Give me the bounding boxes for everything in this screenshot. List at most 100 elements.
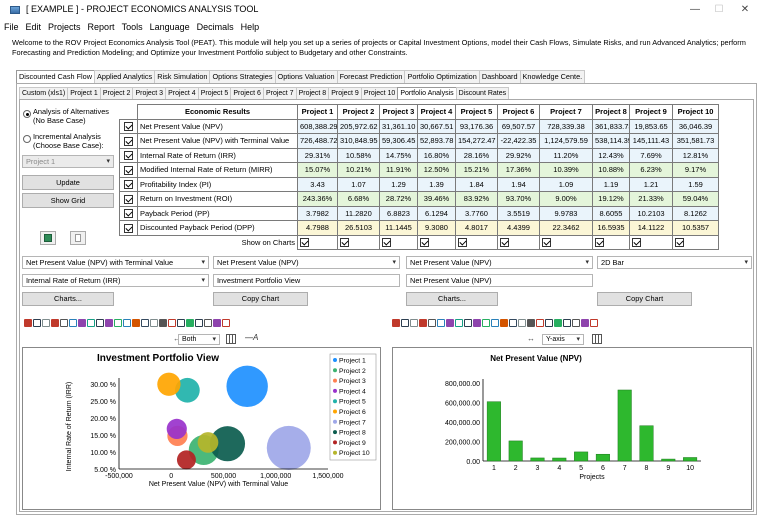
show-project-2-checkbox[interactable] — [337, 234, 380, 250]
copy-icon[interactable] — [70, 231, 86, 245]
toolbar-tool-icon[interactable] — [572, 318, 580, 327]
tab-applied-analytics[interactable]: Applied Analytics — [94, 70, 156, 83]
menu-decimals[interactable]: Decimals — [196, 22, 234, 32]
show-project-5-checkbox[interactable] — [455, 234, 498, 250]
tab-project-2[interactable]: Project 2 — [99, 87, 134, 99]
tab-project-1[interactable]: Project 1 — [67, 87, 101, 99]
toolbar-tool-icon[interactable] — [222, 318, 230, 327]
checkbox[interactable] — [124, 122, 133, 131]
bubble-project-10[interactable] — [197, 432, 219, 453]
bar-project-5[interactable] — [574, 451, 589, 462]
base-case-select[interactable]: Project 1 ▾ — [22, 155, 114, 168]
tab-discount-rates[interactable]: Discount Rates — [455, 87, 510, 99]
font-style-icon[interactable]: —A — [245, 333, 259, 342]
bubble-project-4[interactable] — [166, 418, 187, 439]
toolbar-tool-icon[interactable] — [527, 318, 535, 327]
bar-project-4[interactable] — [552, 457, 567, 462]
bar-project-10[interactable] — [683, 457, 698, 462]
toolbar-tool-icon[interactable] — [500, 318, 508, 327]
radio-alternatives[interactable] — [23, 110, 31, 118]
bubble-project-7[interactable] — [266, 425, 311, 470]
toolbar-tool-icon[interactable] — [473, 318, 481, 327]
tab-portfolio-analysis[interactable]: Portfolio Analysis — [397, 87, 457, 99]
toolbar-tool-icon[interactable] — [204, 318, 212, 327]
right-chart-title-input[interactable]: Net Present Value (NPV) — [406, 274, 593, 287]
axis-toggle-icon[interactable]: ↔ — [527, 334, 535, 343]
toolbar-tool-icon[interactable] — [428, 318, 436, 327]
menu-file[interactable]: File — [4, 22, 19, 32]
row-checkbox[interactable] — [119, 147, 138, 163]
bar-project-8[interactable] — [639, 425, 654, 462]
axis-toggle-icon[interactable]: ↔ — [173, 334, 181, 343]
toolbar-tool-icon[interactable] — [419, 318, 427, 327]
show-project-7-checkbox[interactable] — [539, 234, 593, 250]
toolbar-tool-icon[interactable] — [509, 318, 517, 327]
toolbar-tool-icon[interactable] — [446, 318, 454, 327]
show-project-4-checkbox[interactable] — [417, 234, 456, 250]
show-project-10-checkbox[interactable] — [672, 234, 719, 250]
bar-project-2[interactable] — [508, 440, 523, 462]
tab-dashboard[interactable]: Dashboard — [478, 70, 521, 83]
update-button[interactable]: Update — [22, 175, 114, 190]
toolbar-tool-icon[interactable] — [401, 318, 409, 327]
toolbar-tool-icon[interactable] — [168, 318, 176, 327]
grid-toggle-icon[interactable] — [592, 334, 602, 344]
toolbar-tool-icon[interactable] — [96, 318, 104, 327]
tab-portfolio-optimization[interactable]: Portfolio Optimization — [404, 70, 480, 83]
bar-project-9[interactable] — [661, 458, 676, 462]
right-copy-chart-button[interactable]: Copy Chart — [597, 292, 692, 306]
tab-project-7[interactable]: Project 7 — [262, 87, 297, 99]
toolbar-tool-icon[interactable] — [132, 318, 140, 327]
toolbar-tool-icon[interactable] — [123, 318, 131, 327]
show-project-1-checkbox[interactable] — [297, 234, 338, 250]
minimize-button[interactable]: — — [690, 4, 700, 15]
menu-tools[interactable]: Tools — [121, 22, 143, 32]
grid-toggle-icon[interactable] — [226, 334, 236, 344]
menu-help[interactable]: Help — [240, 22, 260, 32]
row-checkbox[interactable] — [119, 205, 138, 221]
toolbar-tool-icon[interactable] — [51, 318, 59, 327]
toolbar-tool-icon[interactable] — [455, 318, 463, 327]
row-checkbox[interactable] — [119, 162, 138, 178]
show-project-9-checkbox[interactable] — [629, 234, 673, 250]
right-charts-button[interactable]: Charts... — [406, 292, 498, 306]
toolbar-tool-icon[interactable] — [177, 318, 185, 327]
tab-project-10[interactable]: Project 10 — [360, 87, 399, 99]
toolbar-tool-icon[interactable] — [554, 318, 562, 327]
tab-project-3[interactable]: Project 3 — [132, 87, 167, 99]
bubble-project-9[interactable] — [176, 450, 196, 470]
bar-project-6[interactable] — [595, 453, 610, 462]
show-project-6-checkbox[interactable] — [497, 234, 540, 250]
toolbar-tool-icon[interactable] — [114, 318, 122, 327]
tab-knowledge-center[interactable]: Knowledge Cente. — [519, 70, 586, 83]
toolbar-tool-icon[interactable] — [482, 318, 490, 327]
toolbar-tool-icon[interactable] — [150, 318, 158, 327]
toolbar-tool-icon[interactable] — [590, 318, 598, 327]
show-grid-button[interactable]: Show Grid — [22, 193, 114, 208]
bar-project-7[interactable] — [617, 389, 632, 462]
tab-project-8[interactable]: Project 8 — [295, 87, 330, 99]
bubble-project-6[interactable] — [157, 372, 181, 396]
tab-project-4[interactable]: Project 4 — [165, 87, 199, 99]
toolbar-tool-icon[interactable] — [42, 318, 50, 327]
row-checkbox[interactable] — [119, 118, 138, 134]
toolbar-tool-icon[interactable] — [186, 318, 194, 327]
bar-metric-select[interactable]: Net Present Value (NPV) ▾ — [406, 256, 593, 269]
tab-forecast-prediction[interactable]: Forecast Prediction — [336, 70, 406, 83]
toolbar-tool-icon[interactable] — [581, 318, 589, 327]
menu-report[interactable]: Report — [87, 22, 115, 32]
checkbox[interactable] — [124, 165, 133, 175]
bubble-project-1[interactable] — [226, 365, 268, 408]
tab-options-strategies[interactable]: Options Strategies — [209, 70, 276, 83]
toolbar-tool-icon[interactable] — [60, 318, 68, 327]
axis-both-select[interactable]: Both ▾ — [178, 334, 220, 345]
tab-options-valuation[interactable]: Options Valuation — [274, 70, 338, 83]
bar-project-1[interactable] — [486, 401, 501, 462]
show-project-3-checkbox[interactable] — [379, 234, 418, 250]
toolbar-tool-icon[interactable] — [69, 318, 77, 327]
row-checkbox[interactable] — [119, 191, 138, 207]
menu-language[interactable]: Language — [149, 22, 190, 32]
row-checkbox[interactable] — [119, 176, 138, 192]
close-button[interactable]: ✕ — [740, 4, 750, 15]
bar-project-3[interactable] — [530, 457, 545, 462]
